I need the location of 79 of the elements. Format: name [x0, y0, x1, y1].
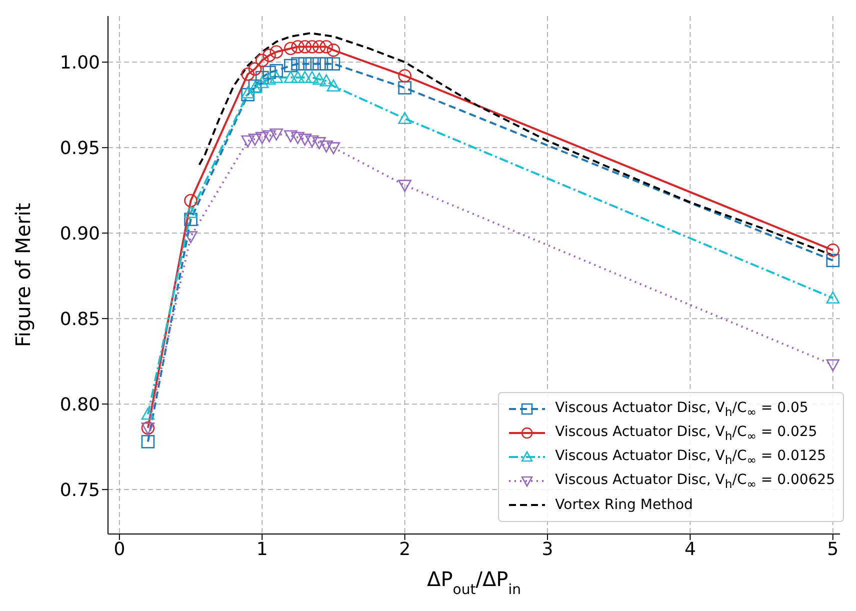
point — [255, 76, 269, 88]
point — [262, 72, 276, 85]
point — [826, 359, 840, 372]
point — [241, 86, 254, 98]
y-tick-label: 0.90 — [60, 224, 100, 245]
point — [184, 231, 198, 244]
point — [826, 244, 840, 257]
y-tick-label: 0.80 — [60, 394, 100, 416]
point — [298, 134, 312, 146]
point — [312, 72, 326, 85]
point — [241, 88, 254, 102]
point — [270, 45, 284, 59]
y-axis-title: Figure of Merit — [11, 202, 35, 348]
legend-label: Viscous Actuator Disc, V$_{h}$/C$_{∞}$ = 0.00625 — [555, 472, 835, 490]
point — [255, 54, 269, 68]
y-tick-label: 1.00 — [60, 52, 100, 74]
point — [320, 40, 333, 54]
point — [320, 74, 333, 86]
point — [305, 135, 319, 148]
point — [241, 135, 254, 148]
point — [141, 408, 155, 420]
point — [248, 134, 262, 146]
x-tick-label: 5 — [827, 538, 839, 560]
point — [184, 206, 198, 218]
x-tick-label: 2 — [399, 538, 411, 560]
point — [262, 66, 276, 80]
point — [312, 137, 326, 150]
point — [312, 57, 326, 71]
point — [826, 291, 840, 304]
x-tick-label: 4 — [684, 538, 696, 560]
point — [255, 70, 269, 84]
legend-label: Vortex Ring Method — [555, 497, 693, 513]
point — [284, 58, 298, 72]
point — [305, 40, 319, 54]
x-tick-label: 1 — [256, 538, 268, 560]
point — [326, 57, 340, 71]
point — [291, 57, 304, 71]
point — [320, 140, 333, 153]
point — [284, 42, 298, 56]
point — [184, 194, 198, 208]
point — [326, 44, 340, 57]
point — [284, 70, 298, 83]
point — [298, 40, 312, 54]
point — [291, 132, 304, 144]
point — [262, 130, 276, 142]
point — [312, 40, 326, 54]
point — [270, 128, 284, 141]
point — [270, 70, 284, 83]
x-tick-label: 0 — [114, 538, 126, 560]
point — [398, 180, 412, 192]
legend-label: Viscous Actuator Disc, V$_{h}$/C$_{∞}$ = 0.0125 — [555, 448, 826, 466]
point — [184, 212, 198, 226]
legend-label: Viscous Actuator Disc, V$_{h}$/C$_{∞}$ = 0.025 — [555, 424, 818, 442]
legend-label: Viscous Actuator Disc, V$_{h}$/C$_{∞}$ = 0.05 — [555, 400, 808, 418]
point — [826, 254, 840, 268]
point — [255, 132, 269, 144]
point — [398, 81, 412, 94]
point — [298, 57, 312, 71]
point — [305, 57, 319, 71]
y-tick-label: 0.95 — [60, 138, 100, 160]
point — [241, 67, 254, 81]
point — [141, 435, 155, 448]
y-tick-label: 0.75 — [60, 480, 100, 501]
point — [326, 79, 340, 92]
point — [291, 40, 304, 54]
point — [398, 112, 412, 124]
point — [326, 142, 340, 154]
x-axis-title: ΔP$_{out}$/ΔP$_{in}$ — [427, 567, 521, 598]
point — [298, 70, 312, 83]
point — [248, 62, 262, 76]
x-tick-label: 3 — [542, 538, 554, 560]
point — [262, 48, 276, 62]
point — [284, 130, 298, 142]
point — [270, 64, 284, 78]
point — [398, 69, 412, 82]
point — [320, 57, 333, 71]
point — [305, 70, 319, 83]
y-tick-label: 0.85 — [60, 308, 100, 330]
point — [291, 70, 304, 83]
